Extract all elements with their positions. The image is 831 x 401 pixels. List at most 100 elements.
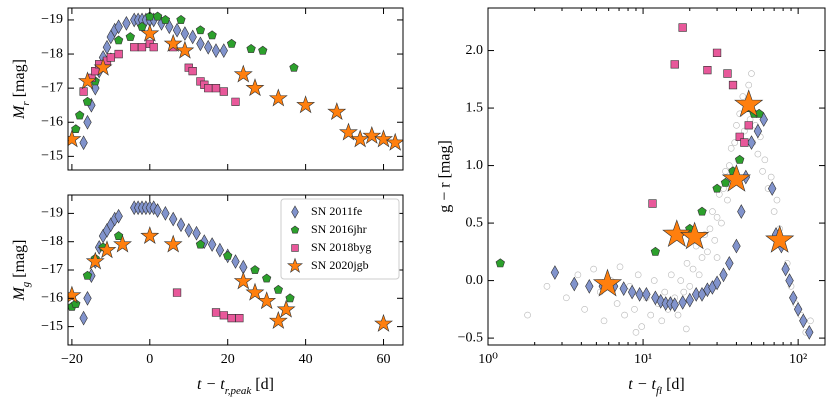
marker xyxy=(211,43,221,59)
background-point xyxy=(638,323,646,330)
plot-area xyxy=(68,11,403,151)
background-point xyxy=(739,93,747,100)
marker xyxy=(114,231,124,240)
background-point xyxy=(709,208,716,215)
marker xyxy=(732,238,741,254)
marker xyxy=(175,40,195,59)
marker xyxy=(753,123,763,139)
background-point xyxy=(634,271,642,279)
axis-label: Mr [mag] xyxy=(11,59,32,120)
marker xyxy=(176,15,186,24)
marker xyxy=(793,301,803,317)
marker xyxy=(227,313,236,323)
marker xyxy=(781,261,790,277)
y-tick-label: −15 xyxy=(41,319,63,334)
marker xyxy=(585,278,594,294)
marker xyxy=(83,290,92,306)
marker xyxy=(737,204,746,219)
marker xyxy=(268,310,288,329)
marker xyxy=(223,250,233,260)
marker xyxy=(642,286,651,302)
background-point xyxy=(724,196,731,204)
y-tick-label: −16 xyxy=(41,114,63,129)
background-point xyxy=(686,283,694,290)
legend-marker xyxy=(287,257,303,273)
marker xyxy=(703,66,712,75)
axis-label-main: M xyxy=(11,286,28,302)
background-point xyxy=(661,288,669,296)
x-tick-label: 0 xyxy=(146,352,153,367)
y-tick-label: 1.0 xyxy=(466,158,484,173)
y-tick-label: 0.5 xyxy=(466,215,484,230)
y-tick-label: −19 xyxy=(41,206,63,221)
marker xyxy=(245,282,265,301)
background-point xyxy=(677,277,685,284)
marker xyxy=(93,57,113,76)
legend-label: SN 2020jgb xyxy=(311,258,369,272)
marker xyxy=(207,30,217,40)
marker xyxy=(268,88,288,107)
marker xyxy=(165,19,174,35)
marker xyxy=(113,234,132,253)
axis-label: g − r [mag] xyxy=(437,140,454,213)
marker xyxy=(122,15,131,31)
background-point xyxy=(727,145,735,152)
legend-label: SN 2018byg xyxy=(311,240,371,254)
background-point xyxy=(731,139,739,146)
marker xyxy=(97,240,117,259)
background-point xyxy=(713,214,721,221)
marker xyxy=(79,87,88,96)
background-point xyxy=(613,300,621,307)
marker xyxy=(195,25,206,35)
marker xyxy=(152,11,163,21)
background-point xyxy=(770,208,778,215)
marker xyxy=(114,35,124,45)
marker xyxy=(289,62,299,72)
marker xyxy=(799,313,808,329)
y-tick-label: −17 xyxy=(41,80,63,95)
marker xyxy=(82,96,93,106)
marker xyxy=(180,26,190,41)
marker xyxy=(125,32,135,41)
marker xyxy=(767,181,777,196)
plot-area xyxy=(68,200,393,332)
marker xyxy=(78,71,97,90)
marker xyxy=(570,276,579,292)
marker xyxy=(233,64,253,83)
x-tick-label: −20 xyxy=(61,352,83,367)
marker xyxy=(697,206,707,216)
marker xyxy=(168,211,178,227)
marker xyxy=(276,299,296,318)
axis-label-unit: [mag] xyxy=(11,59,28,101)
y-tick-label: 2.0 xyxy=(466,43,484,58)
marker xyxy=(789,290,798,306)
marker xyxy=(719,267,728,283)
background-point xyxy=(658,317,666,325)
y-tick-label: −18 xyxy=(41,234,63,249)
axis-label-unit: [mag] xyxy=(11,239,28,281)
background-point xyxy=(581,306,588,313)
marker xyxy=(723,69,732,78)
marker xyxy=(747,135,756,150)
marker xyxy=(362,125,382,144)
y-tick-label: 1.5 xyxy=(466,100,484,115)
background-point xyxy=(711,237,719,244)
background-point xyxy=(590,265,597,273)
background-point xyxy=(632,329,640,336)
background-point xyxy=(631,306,638,313)
background-point xyxy=(726,162,733,169)
marker xyxy=(245,78,265,97)
marker xyxy=(374,129,393,148)
marker xyxy=(188,67,197,76)
marker xyxy=(712,48,722,58)
marker xyxy=(137,21,147,31)
background-point xyxy=(680,288,688,296)
background-point xyxy=(689,265,697,273)
marker xyxy=(114,49,123,59)
marker xyxy=(339,122,358,141)
marker xyxy=(71,299,81,308)
marker xyxy=(258,45,268,55)
plot-area xyxy=(495,23,814,340)
axis-label-unit: [d] xyxy=(662,376,685,393)
axis-label: t − tfl [d] xyxy=(628,376,684,397)
